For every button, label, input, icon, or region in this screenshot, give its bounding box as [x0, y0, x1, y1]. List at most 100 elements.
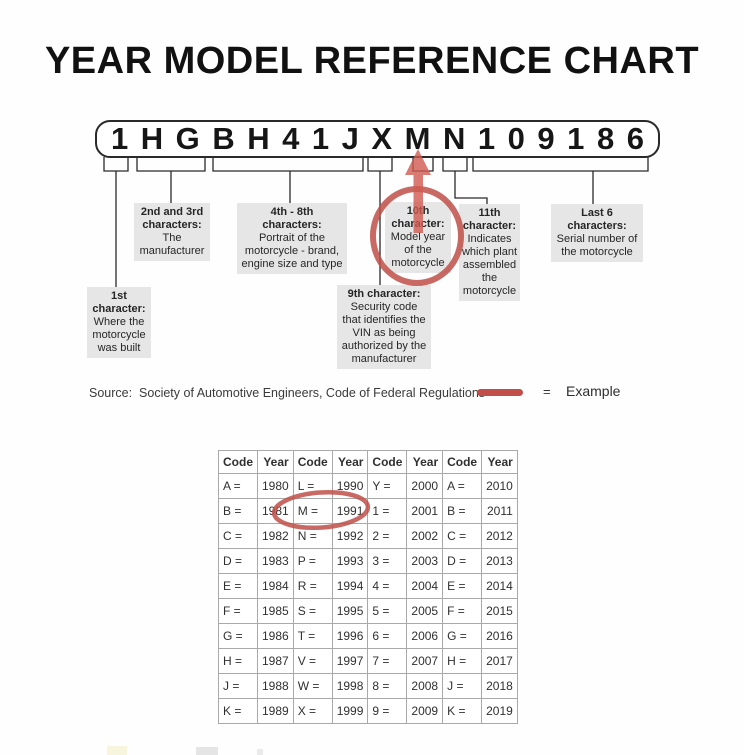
year-cell: 1986 [257, 623, 294, 649]
note-11th-character: 11th character: Indicates which plant as… [459, 204, 520, 301]
code-cell: V = [292, 648, 333, 674]
note-header: Last 6 characters: [567, 207, 627, 232]
year-cell: 1993 [331, 548, 369, 574]
bracket-char1 [103, 157, 129, 172]
note-last-6-characters: Last 6 characters: Serial number of the … [551, 204, 643, 262]
vin-character: 1 [111, 121, 129, 156]
year-table-header-cell: Code [367, 450, 408, 474]
bracket-last6 [472, 157, 649, 172]
code-cell: J = [218, 673, 258, 699]
year-cell: 1990 [331, 473, 369, 499]
code-cell: 1 = [367, 498, 408, 524]
legend-equals: = [543, 384, 551, 399]
note-4th-8th-characters: 4th - 8th characters: Portrait of the mo… [237, 203, 347, 274]
year-cell: 1998 [331, 673, 369, 699]
code-cell: 9 = [367, 698, 408, 724]
code-cell: C = [442, 523, 483, 549]
year-cell: 2017 [481, 648, 518, 674]
page-title: YEAR MODEL REFERENCE CHART [44, 40, 700, 82]
note-header: 4th - 8th characters: [262, 206, 322, 231]
note-header: 10th character: [391, 205, 445, 230]
year-cell: 2018 [481, 673, 518, 699]
code-cell: F = [218, 598, 258, 624]
note-1st-character: 1st character: Where the motorcycle was … [87, 287, 151, 358]
code-cell: X = [292, 698, 333, 724]
year-cell: 1981 [257, 498, 294, 524]
code-cell: J = [442, 673, 483, 699]
vin-character: 1 [477, 121, 496, 156]
table-row: E = 1984 R = 1994 4 = 2004 E = 2014 [218, 573, 518, 599]
note-body: Security code that identifies the VIN as… [341, 301, 427, 365]
year-cell: 2016 [481, 623, 518, 649]
vin-character: 6 [626, 121, 644, 156]
note-body: Model year of the motorcycle [390, 231, 446, 269]
note-body: The manufacturer [139, 232, 205, 257]
year-cell: 2015 [481, 598, 518, 624]
vin-character: 9 [537, 121, 555, 156]
bracket-char9 [367, 157, 393, 172]
table-row: H = 1987 V = 1997 7 = 2007 H = 2017 [218, 648, 518, 674]
code-cell: L = [292, 473, 333, 499]
note-10th-character: 10th character: Model year of the motorc… [385, 202, 451, 273]
code-cell: P = [292, 548, 333, 574]
code-cell: D = [442, 548, 483, 574]
code-cell: H = [218, 648, 258, 674]
cropped-artifact [257, 749, 263, 755]
table-header-row: Code Year Code Year Code Year Code Year [218, 450, 518, 474]
table-row: G = 1986 T = 1996 6 = 2006 G = 2016 [218, 623, 518, 649]
year-table-header-cell: Code [292, 450, 333, 474]
table-row: F = 1985 S = 1995 5 = 2005 F = 2015 [218, 598, 518, 624]
year-cell: 2011 [481, 498, 518, 524]
year-cell: 1991 [331, 498, 369, 524]
code-cell: B = [442, 498, 483, 524]
year-table-header-cell: Year [257, 450, 294, 474]
year-cell: 2003 [406, 548, 444, 574]
code-cell: R = [292, 573, 333, 599]
note-body: Portrait of the motorcycle - brand, engi… [241, 232, 343, 270]
vin-character: 4 [282, 121, 300, 156]
code-cell: E = [218, 573, 258, 599]
note-body: Indicates which plant assembled the moto… [461, 233, 518, 297]
code-cell: G = [218, 623, 258, 649]
year-cell: 2006 [406, 623, 444, 649]
year-cell: 2004 [406, 573, 444, 599]
code-cell: 8 = [367, 673, 408, 699]
code-cell: C = [218, 523, 258, 549]
year-cell: 1987 [257, 648, 294, 674]
vin-character: X [371, 121, 393, 156]
vin-character: H [140, 121, 164, 156]
table-row: B = 1981 M = 1991 1 = 2001 B = 2011 [218, 498, 518, 524]
bracket-char4-8 [212, 157, 364, 172]
code-cell: 6 = [367, 623, 408, 649]
code-cell: Y = [367, 473, 408, 499]
table-row: J = 1988 W = 1998 8 = 2008 J = 2018 [218, 673, 518, 699]
legend-label: Example [566, 383, 621, 399]
code-cell: G = [442, 623, 483, 649]
year-cell: 1997 [331, 648, 369, 674]
year-cell: 2001 [406, 498, 444, 524]
note-header: 2nd and 3rd characters: [140, 206, 204, 231]
year-table-header-cell: Year [331, 450, 369, 474]
note-header: 9th character: [347, 288, 421, 300]
table-row: D = 1983 P = 1993 3 = 2003 D = 2013 [218, 548, 518, 574]
year-cell: 1988 [257, 673, 294, 699]
vin-character: H [247, 121, 270, 156]
vin-character: M [404, 121, 431, 156]
year-table-header-cell: Year [481, 450, 518, 474]
vin-character: J [341, 121, 359, 156]
vin-character: N [442, 121, 466, 156]
year-cell: 2007 [406, 648, 444, 674]
year-cell: 1980 [257, 473, 294, 499]
year-cell: 1984 [257, 573, 294, 599]
year-code-table: Code Year Code Year Code Year Code Year A = 1980 L… [218, 450, 518, 724]
table-row: K = 1989 X = 1999 9 = 2009 K = 2019 [218, 698, 518, 724]
table-row: A = 1980 L = 1990 Y = 2000 A = 2010 [218, 473, 518, 499]
cropped-artifact [196, 747, 218, 755]
code-cell: 4 = [367, 573, 408, 599]
year-cell: 1982 [257, 523, 294, 549]
code-cell: W = [292, 673, 333, 699]
year-cell: 1995 [331, 598, 369, 624]
code-cell: 7 = [367, 648, 408, 674]
table-row: C = 1982 N = 1992 2 = 2002 C = 2012 [218, 523, 518, 549]
